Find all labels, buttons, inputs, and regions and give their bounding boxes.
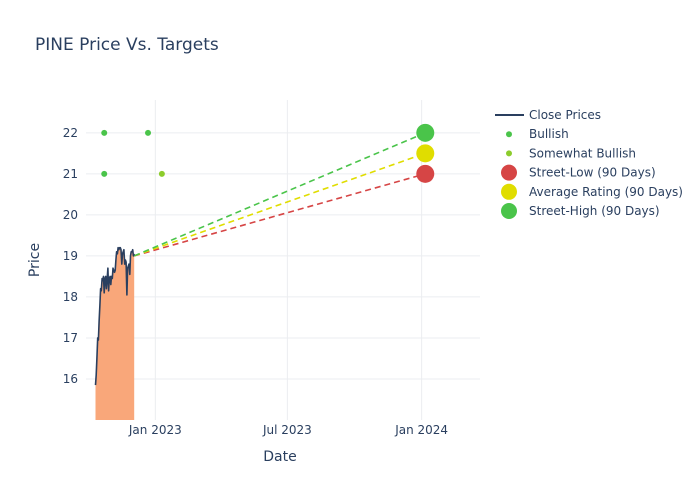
x-tick-label: Jul 2023 [262, 423, 312, 437]
legend-dot-swatch [506, 150, 512, 157]
legend-item[interactable]: Bullish [506, 127, 569, 141]
target-line [133, 173, 426, 257]
close-price-area [95, 247, 135, 420]
y-tick-label: 17 [63, 331, 78, 345]
legend-item[interactable]: Close Prices [495, 108, 601, 122]
y-tick-label: 21 [63, 167, 78, 181]
close-line-layer [94, 246, 135, 386]
target-marker [416, 144, 435, 163]
rating-dots-layer [101, 123, 435, 183]
target-line [133, 152, 426, 257]
axis-labels: 16 17 18 19 20 21 22 Jan 2023 Jul 2023 Jan 2024 [63, 126, 448, 437]
legend-marker-swatch [501, 164, 517, 181]
x-tick-label: Jan 2024 [394, 423, 448, 437]
y-tick-label: 16 [63, 372, 78, 386]
target-lines-layer [133, 132, 426, 257]
target-line [133, 132, 426, 257]
legend-label: Average Rating (90 Days) [529, 185, 683, 199]
y-tick-label: 18 [63, 290, 78, 304]
legend-item[interactable]: Street-High (90 Days) [501, 203, 660, 219]
y-tick-label: 22 [63, 126, 78, 140]
rating-dot [101, 170, 108, 177]
legend-label: Street-Low (90 Days) [529, 166, 656, 180]
grid-lines [86, 100, 480, 420]
legend-marker-swatch [501, 203, 517, 219]
legend-label: Close Prices [529, 108, 601, 122]
legend[interactable]: Close Prices Bullish Somewhat Bullish Stree… [495, 108, 683, 219]
rating-dot [101, 129, 108, 136]
legend-item[interactable]: Somewhat Bullish [506, 146, 636, 160]
y-tick-label: 20 [63, 208, 78, 222]
legend-label: Street-High (90 Days) [529, 204, 660, 218]
legend-dot-swatch [506, 131, 512, 138]
x-tick-label: Jan 2023 [128, 423, 182, 437]
y-axis-label: Price [27, 243, 43, 277]
target-marker [416, 164, 435, 183]
legend-item[interactable]: Street-Low (90 Days) [501, 164, 656, 181]
y-tick-label: 19 [63, 249, 78, 263]
rating-dot [145, 129, 152, 136]
chart-title: PINE Price Vs. Targets [35, 35, 219, 55]
legend-marker-swatch [501, 183, 517, 200]
legend-label: Bullish [529, 127, 569, 141]
close-area-layer [95, 247, 135, 420]
rating-dot [158, 170, 165, 177]
x-axis-label: Date [263, 449, 296, 465]
close-price-line [94, 246, 135, 386]
legend-label: Somewhat Bullish [529, 146, 636, 160]
legend-item[interactable]: Average Rating (90 Days) [501, 183, 683, 200]
target-marker [416, 123, 435, 142]
